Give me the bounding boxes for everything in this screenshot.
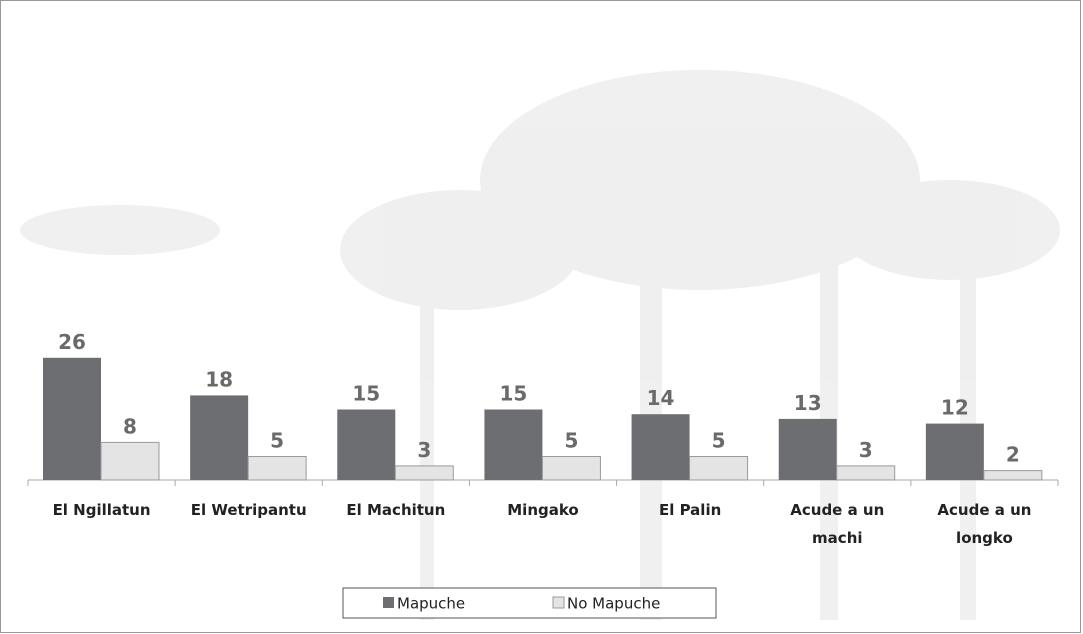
bar bbox=[337, 410, 395, 481]
value-label: 13 bbox=[794, 391, 822, 415]
bar bbox=[632, 414, 690, 480]
bar bbox=[248, 457, 306, 481]
bar bbox=[779, 419, 837, 480]
legend-label: No Mapuche bbox=[567, 595, 660, 613]
bar bbox=[101, 442, 159, 480]
value-label: 2 bbox=[1006, 443, 1020, 467]
value-label: 5 bbox=[564, 429, 578, 453]
value-label: 14 bbox=[647, 386, 675, 410]
value-label: 26 bbox=[58, 330, 86, 354]
x-tick-label: El Palin bbox=[625, 496, 755, 524]
legend-swatch bbox=[553, 597, 564, 608]
x-tick-label: El Wetripantu bbox=[184, 496, 314, 524]
x-tick-label: El Ngillatun bbox=[37, 496, 167, 524]
value-label: 3 bbox=[859, 438, 873, 462]
bar bbox=[837, 466, 895, 480]
value-label: 15 bbox=[500, 382, 528, 406]
bar bbox=[690, 457, 748, 481]
bar bbox=[984, 471, 1042, 480]
x-tick-label: Mingako bbox=[478, 496, 608, 524]
value-label: 5 bbox=[712, 429, 726, 453]
bar bbox=[190, 395, 248, 480]
value-label: 3 bbox=[417, 438, 431, 462]
bar bbox=[484, 410, 542, 481]
value-label: 15 bbox=[352, 382, 380, 406]
legend-label: Mapuche bbox=[397, 595, 465, 613]
chart: 26 8 18 5 15 3 15 5 14 5 13 3 12 2 Mapuche No Mapuche E… bbox=[0, 0, 1083, 634]
value-label: 5 bbox=[270, 429, 284, 453]
legend-swatch bbox=[383, 597, 394, 608]
x-tick-label: Acude a un longko bbox=[919, 496, 1049, 552]
value-label: 8 bbox=[123, 414, 137, 438]
bar bbox=[395, 466, 453, 480]
bar bbox=[542, 457, 600, 481]
x-tick-label: Acude a un machi bbox=[772, 496, 902, 552]
bar bbox=[43, 358, 101, 480]
value-label: 18 bbox=[205, 367, 233, 391]
x-tick-label: El Machitun bbox=[331, 496, 461, 524]
bar bbox=[926, 424, 984, 480]
value-label: 12 bbox=[941, 396, 969, 420]
